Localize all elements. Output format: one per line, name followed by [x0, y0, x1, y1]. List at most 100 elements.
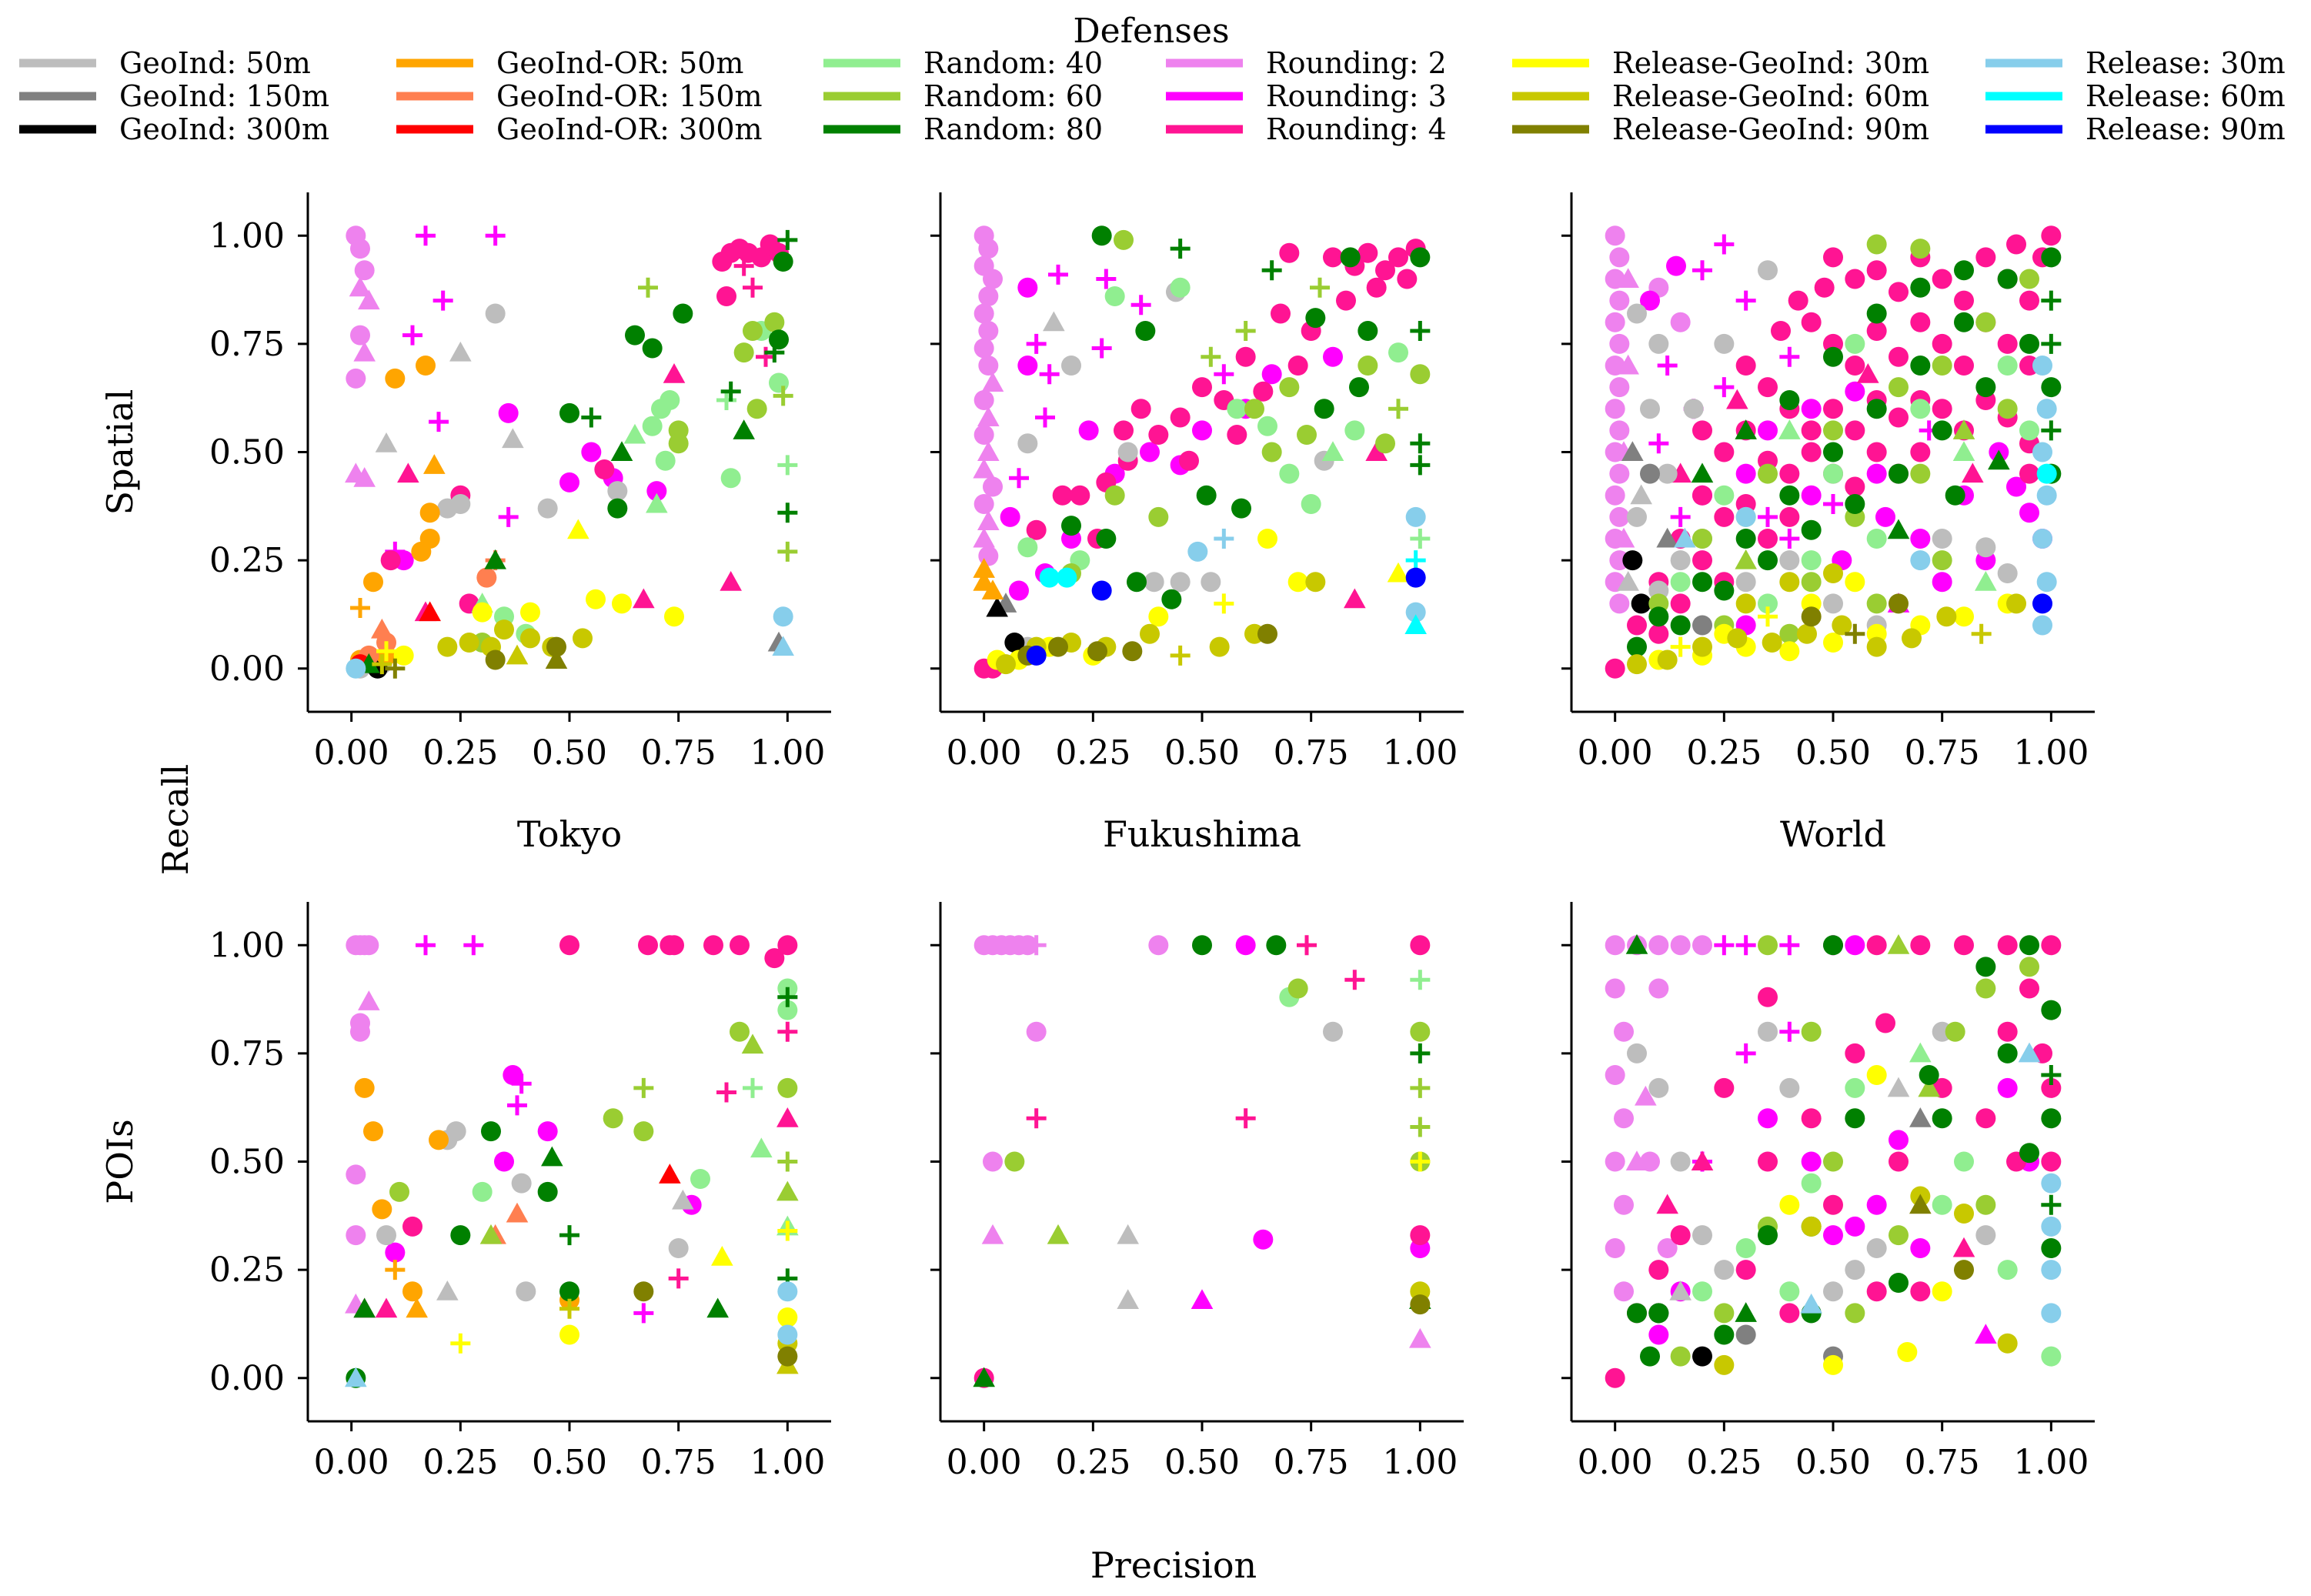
- data-point: [559, 1281, 579, 1302]
- data-point: [1866, 442, 1887, 462]
- data-point: [1191, 1289, 1214, 1309]
- data-point: [1692, 636, 1712, 657]
- data-point: [1009, 468, 1029, 489]
- data-point: [1635, 1085, 1657, 1106]
- data-point: [1170, 407, 1191, 428]
- data-point: [1235, 1108, 1256, 1129]
- data-point: [1758, 1021, 1778, 1042]
- data-point: [1801, 420, 1822, 441]
- data-point: [1266, 935, 1287, 956]
- data-point: [1279, 377, 1300, 398]
- x-tick-label: 0.50: [1164, 733, 1240, 773]
- panel-title: World: [1780, 813, 1886, 855]
- data-point: [1087, 641, 1107, 662]
- data-point: [1779, 1077, 1800, 1098]
- data-point: [1952, 419, 1975, 439]
- data-point: [1758, 463, 1778, 484]
- data-point: [429, 412, 449, 432]
- data-point: [1614, 1281, 1634, 1302]
- data-point: [1988, 449, 2010, 470]
- data-point: [1714, 935, 1735, 956]
- data-point: [1144, 572, 1164, 593]
- data-point: [1997, 333, 2018, 354]
- data-point: [1910, 550, 1931, 571]
- data-point: [711, 1245, 733, 1266]
- legend-item: GeoInd-OR: 150m: [396, 79, 763, 113]
- x-tick-label: 0.50: [1164, 1443, 1240, 1482]
- data-point: [1061, 356, 1081, 376]
- data-point: [1735, 1324, 1756, 1345]
- data-point: [1758, 506, 1778, 527]
- data-point: [1271, 303, 1291, 324]
- data-point: [2041, 1108, 2062, 1129]
- data-point: [506, 1202, 529, 1223]
- data-point: [664, 935, 684, 956]
- data-point: [1648, 1303, 1669, 1324]
- data-point: [359, 935, 379, 956]
- data-point: [1170, 572, 1191, 593]
- data-point: [1070, 485, 1090, 506]
- data-point: [346, 1225, 366, 1246]
- data-point: [1801, 485, 1822, 506]
- data-point: [1314, 399, 1334, 419]
- data-point: [1714, 1324, 1735, 1345]
- data-point: [1666, 255, 1686, 276]
- data-point: [1845, 269, 1865, 289]
- data-point: [1779, 485, 1800, 506]
- data-point: [1375, 260, 1395, 281]
- data-point: [1004, 1151, 1025, 1172]
- data-point: [1096, 529, 1117, 549]
- data-point: [1669, 1280, 1692, 1301]
- legend-title: Defenses: [1073, 12, 1229, 51]
- data-point: [1657, 356, 1678, 376]
- data-point: [1170, 277, 1191, 298]
- data-point: [1405, 550, 1426, 571]
- data-point: [1670, 312, 1691, 332]
- x-tick-label: 0.25: [1686, 733, 1762, 773]
- data-point: [1758, 606, 1778, 627]
- data-point: [1997, 563, 2018, 583]
- data-point: [354, 1077, 375, 1098]
- data-point: [389, 1181, 409, 1202]
- x-axis-label: Precision: [1090, 1544, 1257, 1586]
- data-point: [973, 338, 994, 359]
- legend-item: Random: 80: [823, 112, 1103, 146]
- data-point: [1323, 247, 1343, 268]
- data-point: [1305, 308, 1326, 329]
- data-point: [1714, 234, 1735, 255]
- data-point: [1823, 494, 1843, 514]
- data-point: [1975, 377, 1996, 398]
- x-tick-label: 0.75: [641, 1443, 716, 1482]
- data-point: [1614, 1194, 1634, 1215]
- data-point: [511, 1173, 532, 1194]
- data-point: [419, 601, 441, 622]
- data-point: [349, 276, 372, 297]
- x-tick-label: 1.00: [2013, 733, 2089, 773]
- data-point: [720, 381, 741, 402]
- data-point: [1670, 615, 1691, 636]
- legend-item: GeoInd-OR: 300m: [396, 112, 763, 146]
- data-point: [1605, 1238, 1625, 1258]
- data-point: [1889, 1130, 1909, 1150]
- data-point: [633, 1303, 654, 1324]
- data-point: [416, 225, 436, 246]
- data-point: [1627, 506, 1647, 527]
- data-point: [363, 572, 383, 593]
- data-point: [1692, 550, 1712, 571]
- data-point: [1897, 1342, 1918, 1362]
- data-point: [1209, 636, 1230, 657]
- data-point: [581, 407, 602, 428]
- data-point: [777, 1000, 798, 1020]
- data-point: [1039, 364, 1060, 385]
- data-point: [1975, 247, 1996, 268]
- legend-item: Release-GeoInd: 60m: [1512, 79, 1929, 113]
- data-point: [1889, 377, 1909, 398]
- data-point: [777, 1324, 798, 1345]
- data-point: [537, 498, 558, 519]
- data-point: [484, 549, 506, 569]
- data-point: [646, 492, 668, 513]
- data-point: [1670, 1346, 1691, 1367]
- data-point: [690, 1169, 710, 1189]
- data-point: [2041, 1000, 2062, 1020]
- panel-spatial-fukushima: 0.00 0.25 0.50 0.75 1.00 Fukushima: [930, 192, 1464, 855]
